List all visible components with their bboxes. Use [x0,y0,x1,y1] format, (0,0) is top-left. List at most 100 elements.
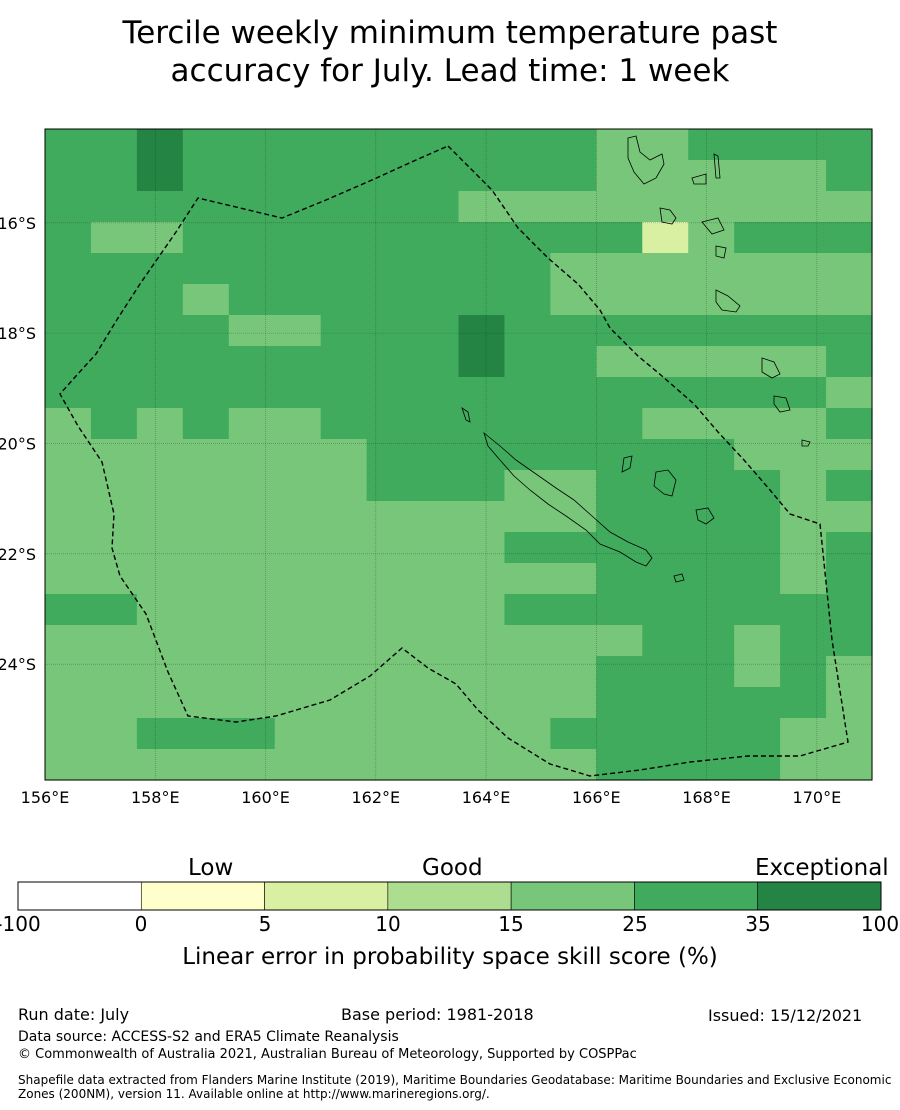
lon-tick-label: 170°E [793,788,842,807]
skill-cell [550,191,597,223]
skill-cell [780,129,827,161]
skill-cell [596,408,643,440]
skill-cell [136,470,184,502]
skill-cell [90,749,138,781]
skill-cell [90,594,138,626]
skill-cell [596,222,643,254]
skill-cell [228,687,276,719]
skill-cell [504,470,551,502]
skill-cell [780,594,827,626]
skill-cell [642,501,689,533]
skill-cell [596,470,643,502]
skill-cell [366,377,414,409]
skill-cell [458,532,506,564]
skill-cell [458,563,506,595]
colorbar [17,881,882,911]
skill-cell [320,594,368,626]
skill-cell [688,191,735,223]
skill-cell [274,315,322,347]
skill-cell [274,408,322,440]
colorbar-swatch [510,881,635,911]
skill-cell [320,532,368,564]
skill-cell [228,532,276,564]
skill-cell [780,315,827,347]
skill-cell [320,315,368,347]
skill-cell [550,656,597,688]
lon-tick-label: 164°E [462,788,511,807]
skill-cell [320,656,368,688]
skill-cell [504,563,551,595]
skill-cell [366,687,414,719]
skill-cell [596,191,643,223]
skill-cell [182,439,230,471]
colorbar-swatch [264,881,389,911]
skill-cell [504,346,551,378]
skill-cell [45,656,92,688]
skill-cell [90,377,138,409]
skill-cell [504,253,551,285]
coast-ouvea [621,455,633,473]
skill-cell [182,315,230,347]
skill-cell [688,718,735,750]
skill-cell [45,346,92,378]
skill-cell [642,315,689,347]
skill-cell [458,625,506,657]
skill-cell [136,408,184,440]
skill-cell [780,749,827,781]
skill-cell [274,160,322,192]
skill-cell [504,687,551,719]
skill-cell [734,222,781,254]
skill-cell [826,656,873,688]
coast-ambae [691,173,707,185]
coast-epi [701,217,725,235]
skill-cell [228,501,276,533]
skill-cell [45,284,92,316]
skill-cell [136,594,184,626]
skill-cell [412,253,460,285]
skill-cell [90,191,138,223]
skill-cell [90,656,138,688]
skill-cell [320,439,368,471]
lat-tick-label: 20°S [0,434,36,453]
skill-cell [412,687,460,719]
skill-cell [45,718,92,750]
skill-cell [826,377,873,409]
skill-cell [734,439,781,471]
skill-cell [320,563,368,595]
skill-cell [366,222,414,254]
skill-cell [45,160,92,192]
skill-cell [458,222,506,254]
coast-isle-of-pines [673,573,685,583]
skill-cell [45,191,92,223]
skill-cell [90,160,138,192]
skill-cell [550,284,597,316]
skill-cell [366,656,414,688]
skill-cell [274,625,322,657]
skill-cell [642,687,689,719]
skill-cell [274,439,322,471]
skill-cell [412,470,460,502]
skill-cell [182,501,230,533]
skill-cell [458,315,506,347]
coast-malekula [659,207,677,225]
skill-cell [826,501,873,533]
skill-cell [458,656,506,688]
skill-cell [688,625,735,657]
skill-cell [182,222,230,254]
lat-tick-label: 18°S [0,324,36,343]
skill-cell [734,656,781,688]
coastlines [461,135,811,583]
skill-cell [274,284,322,316]
skill-cell [596,532,643,564]
skill-cell [734,129,781,161]
colorbar-tick: 100 [860,912,900,936]
skill-cell [504,594,551,626]
skill-cell [228,563,276,595]
skill-cell [320,718,368,750]
skill-cell [780,532,827,564]
skill-cell [596,129,643,161]
skill-cell [45,253,92,285]
skill-cell [826,470,873,502]
colorbar-swatch [634,881,759,911]
skill-cell [45,749,92,781]
